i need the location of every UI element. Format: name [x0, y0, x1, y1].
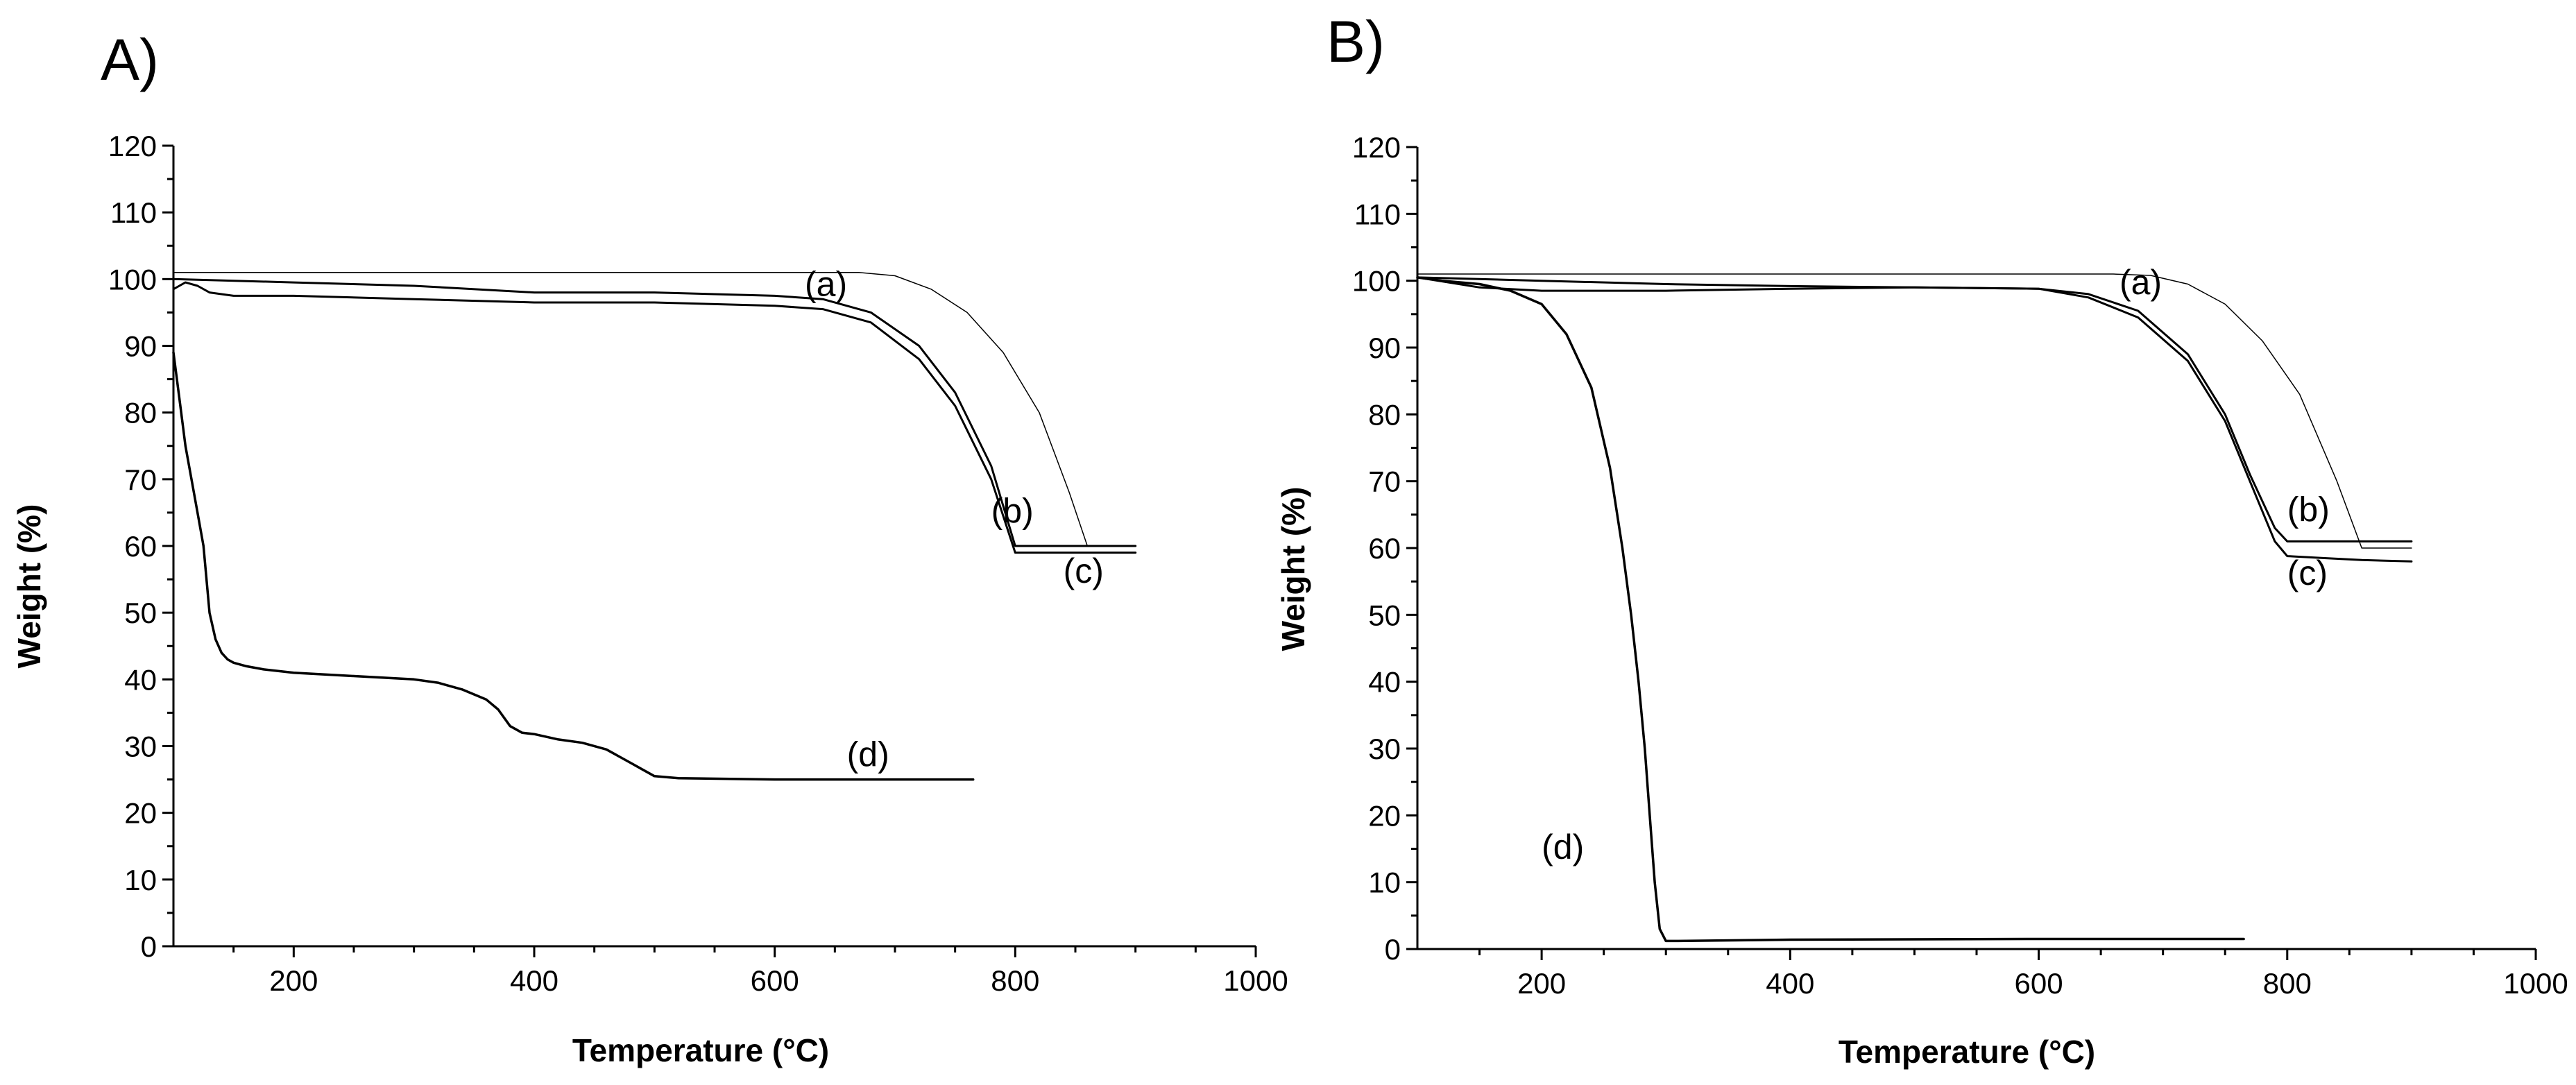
panel-b-curve-c — [1416, 276, 2413, 563]
panel-b-curve-a — [1417, 273, 2412, 549]
panel-a-y-tick-label: 20 — [124, 797, 157, 830]
panel-a-chart: A) Temperature (°C) Weight (%) 0 10 20 30 40… — [11, 27, 1288, 1068]
panel-b-x-tick-label: 800 — [2263, 967, 2312, 1000]
panel-a-curve-d — [172, 351, 975, 781]
panel-a-y-tick-label: 80 — [124, 397, 157, 429]
panel-b-curve-label-a: (a) — [2119, 263, 2162, 302]
panel-a-y-tick-label: 10 — [124, 864, 157, 896]
panel-a-curve-label-d: (d) — [847, 735, 889, 774]
panel-b-y-tick-label: 50 — [1368, 599, 1401, 631]
panel-b-y-tick-label: 30 — [1368, 733, 1401, 765]
panel-b-y-tick-label: 20 — [1368, 799, 1401, 832]
panel-a-x-tick-label: 400 — [510, 964, 558, 997]
panel-a-y-tick-label: 30 — [124, 731, 157, 763]
panel-a-y-tick-label: 120 — [108, 130, 157, 162]
panel-b-x-tick-label: 400 — [1766, 967, 1814, 1000]
panel-a-y-tick-label: 40 — [124, 663, 157, 696]
panel-b-curve-d — [1416, 276, 2245, 943]
panel-a-y-tick-label: 60 — [124, 530, 157, 563]
panel-a-y-tick-label: 110 — [110, 196, 157, 229]
panel-b-letter: B) — [1327, 9, 1385, 74]
panel-b-y-tick-label: 10 — [1368, 866, 1401, 899]
panel-b-y-tick-label: 100 — [1352, 265, 1401, 298]
panel-b-x-axis-title: Temperature (°C) — [1839, 1034, 2095, 1070]
panel-b-x-tick-label: 200 — [1517, 967, 1566, 1000]
panel-a-y-axis-title: Weight (%) — [11, 504, 47, 669]
panel-a-x-tick-label: 800 — [991, 964, 1039, 997]
panel-b-y-tick-label: 40 — [1368, 666, 1401, 699]
panel-a-y-tick-label: 70 — [124, 463, 157, 496]
panel-b-curve-label-c: (c) — [2287, 554, 2328, 592]
panel-a-x-tick-label: 600 — [751, 964, 799, 997]
panel-b-y-tick-label: 80 — [1368, 398, 1401, 431]
panel-a-y-tick-label: 100 — [108, 263, 157, 296]
panel-a-curve-c — [172, 281, 1137, 554]
panel-b-y-tick-label: 90 — [1368, 332, 1401, 364]
panel-b-curve-label-d: (d) — [1542, 828, 1584, 866]
panel-b-y-tick-label: 120 — [1352, 131, 1401, 164]
panel-b-y-axis-title: Weight (%) — [1275, 487, 1311, 651]
panel-b-x-tick-label: 600 — [2015, 967, 2063, 1000]
panel-a-y-tick-label: 90 — [124, 330, 157, 363]
panel-b-curve-label-b: (b) — [2287, 490, 2330, 529]
panel-b-y-tick-label: 110 — [1354, 198, 1401, 230]
panel-a-curve-b — [172, 277, 1137, 547]
panel-a-curve-label-a: (a) — [805, 264, 847, 303]
panel-a-x-tick-label: 1000 — [1223, 964, 1288, 997]
panel-a-curve-label-c: (c) — [1064, 552, 1104, 590]
panel-a-x-axis-title: Temperature (°C) — [572, 1032, 829, 1068]
panel-b-y-tick-label: 60 — [1368, 532, 1401, 565]
panel-b-chart: B) Temperature (°C) Weight (%) 0 10 20 30 40… — [1275, 9, 2568, 1070]
panel-b-y-tick-label: 70 — [1368, 465, 1401, 498]
panel-a-y-tick-label: 0 — [141, 930, 157, 963]
panel-b-curve-b — [1416, 276, 2413, 542]
panel-b-x-tick-label: 1000 — [2503, 967, 2568, 1000]
panel-a-x-tick-label: 200 — [269, 964, 318, 997]
panel-a-letter: A) — [101, 27, 159, 92]
panel-a-y-tick-label: 50 — [124, 597, 157, 629]
panel-b-y-tick-label: 0 — [1385, 933, 1401, 966]
